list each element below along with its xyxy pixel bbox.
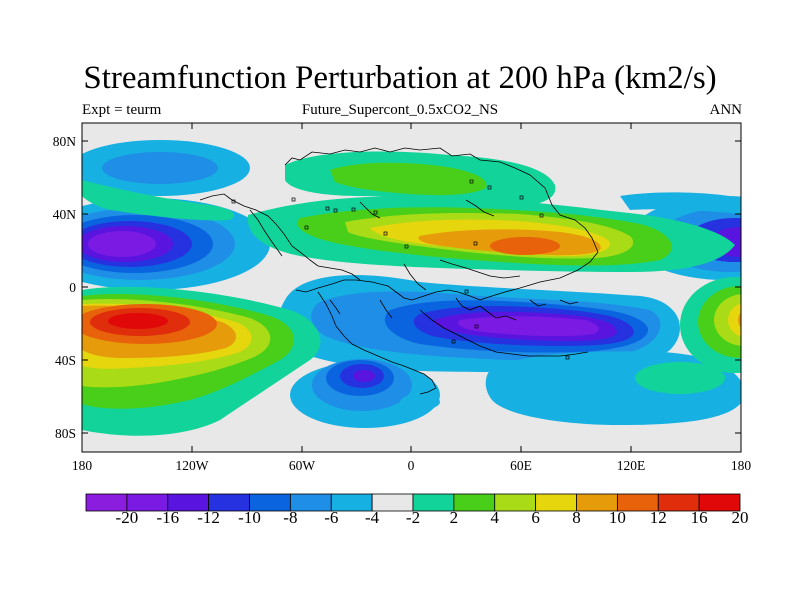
season-label: ANN xyxy=(709,102,743,118)
island-marker xyxy=(464,289,469,294)
contour-region xyxy=(102,152,218,184)
contour-region xyxy=(330,162,487,196)
island-marker xyxy=(473,241,478,246)
island-markers xyxy=(231,179,570,360)
island-marker xyxy=(539,213,544,218)
x-tick-label: 180 xyxy=(731,458,752,473)
colorbar-label: -10 xyxy=(238,508,261,527)
y-tick-label: 80N xyxy=(53,134,77,149)
contour-region xyxy=(82,180,234,221)
island-marker xyxy=(404,244,409,249)
contour-region xyxy=(353,370,375,382)
colorbar-label: -6 xyxy=(324,508,339,527)
x-tick-label: 120E xyxy=(617,458,646,473)
colorbar-label: 2 xyxy=(449,508,459,527)
contour-region xyxy=(490,237,560,255)
coastline-cape xyxy=(329,299,393,319)
colorbar-label: -20 xyxy=(115,508,139,527)
island-marker xyxy=(451,339,456,344)
colorbar-label: 20 xyxy=(731,508,749,527)
island-marker xyxy=(469,179,474,184)
contour-region xyxy=(620,192,741,214)
y-tick-label: 80S xyxy=(55,426,76,441)
island-marker xyxy=(474,324,479,329)
y-tick-label: 0 xyxy=(69,280,76,295)
colorbar-label: -8 xyxy=(283,508,298,527)
colorbar-label: 16 xyxy=(690,508,708,527)
contour-region xyxy=(108,313,168,329)
colorbar-label: 4 xyxy=(490,508,500,527)
y-axis-ticks xyxy=(82,140,741,434)
colorbar-label: -12 xyxy=(197,508,220,527)
x-tick-label: 0 xyxy=(408,458,415,473)
y-tick-label: 40S xyxy=(55,353,76,368)
island-marker xyxy=(231,199,236,204)
island-marker xyxy=(487,185,492,190)
island-marker xyxy=(351,207,356,212)
colorbar-label: 10 xyxy=(608,508,626,527)
contour-fill-layer xyxy=(82,140,741,436)
island-marker xyxy=(333,208,338,213)
colorbar-label: -2 xyxy=(405,508,421,527)
colorbar-label: 6 xyxy=(531,508,540,527)
x-tick-label: 60E xyxy=(510,458,532,473)
colorbar-label: -16 xyxy=(156,508,180,527)
coastline-southeast xyxy=(419,309,589,357)
coastline-peninsula xyxy=(249,209,283,257)
coastline-islands xyxy=(455,297,579,321)
contour-region xyxy=(728,303,741,337)
contour-region xyxy=(714,294,741,346)
y-tick-label: 40N xyxy=(53,207,77,222)
contour-region xyxy=(88,231,156,257)
coastline-gulf xyxy=(359,201,381,219)
x-tick-label: 180 xyxy=(72,458,93,473)
coastline-south xyxy=(317,291,437,395)
coastline-inlet xyxy=(403,263,427,291)
x-tick-label: 60W xyxy=(289,458,316,473)
coastline-west xyxy=(199,193,361,281)
experiment-label: Expt = teurm xyxy=(82,102,162,118)
island-marker xyxy=(291,197,296,202)
x-tick-label: 120W xyxy=(176,458,209,473)
contour-region xyxy=(635,362,725,394)
case-name-label: Future_Supercont_0.5xCO2_NS xyxy=(301,102,499,118)
colorbar-label: 12 xyxy=(649,508,667,527)
colorbar-label: 8 xyxy=(572,508,581,527)
x-axis-ticks xyxy=(81,123,742,452)
contour-region xyxy=(458,316,599,337)
coastline-east xyxy=(439,259,521,279)
coastline-bay xyxy=(465,199,495,217)
continent-outlines xyxy=(199,147,599,395)
island-marker xyxy=(519,195,524,200)
plot-title: Streamfunction Perturbation at 200 hPa (… xyxy=(83,60,717,96)
contour-region xyxy=(400,394,440,410)
colorbar-label: -4 xyxy=(365,508,380,527)
island-marker xyxy=(565,355,570,360)
coastline-north xyxy=(284,147,599,301)
island-marker xyxy=(383,231,388,236)
island-marker xyxy=(304,225,309,230)
island-marker xyxy=(373,210,378,215)
island-marker xyxy=(325,206,330,211)
contour-region xyxy=(738,312,741,328)
